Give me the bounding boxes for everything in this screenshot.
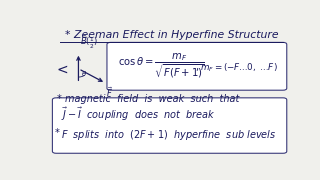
Text: * Zeeman Effect in Hyperfine Structure: * Zeeman Effect in Hyperfine Structure xyxy=(65,30,278,40)
Text: $m_F = (-F_{\!} \ldots 0, \;\ldots F)$: $m_F = (-F_{\!} \ldots 0, \;\ldots F)$ xyxy=(200,61,278,74)
FancyBboxPatch shape xyxy=(52,98,287,153)
FancyBboxPatch shape xyxy=(107,42,287,90)
Text: <: < xyxy=(57,62,68,76)
Text: $\vec{B}(\frac{1}{2})$: $\vec{B}(\frac{1}{2})$ xyxy=(80,34,98,51)
Text: $\cos\theta = \dfrac{m_F}{\sqrt{F(F+1)}}$: $\cos\theta = \dfrac{m_F}{\sqrt{F(F+1)}}… xyxy=(118,52,205,80)
Text: $\theta$: $\theta$ xyxy=(81,69,88,78)
Text: $\vec{F}$: $\vec{F}$ xyxy=(106,85,113,99)
Text: *: * xyxy=(54,128,59,138)
Text: F  splits  into  $(2F+1)$  hyperfine  sub levels: F splits into $(2F+1)$ hyperfine sub lev… xyxy=(61,128,276,142)
Text: $;$: $;$ xyxy=(195,62,199,73)
Text: $\vec{J} - \vec{I}$  coupling  does  not  break: $\vec{J} - \vec{I}$ coupling does not br… xyxy=(61,105,216,123)
Text: * magnetic  field  is  weak  such  that: * magnetic field is weak such that xyxy=(57,94,240,104)
